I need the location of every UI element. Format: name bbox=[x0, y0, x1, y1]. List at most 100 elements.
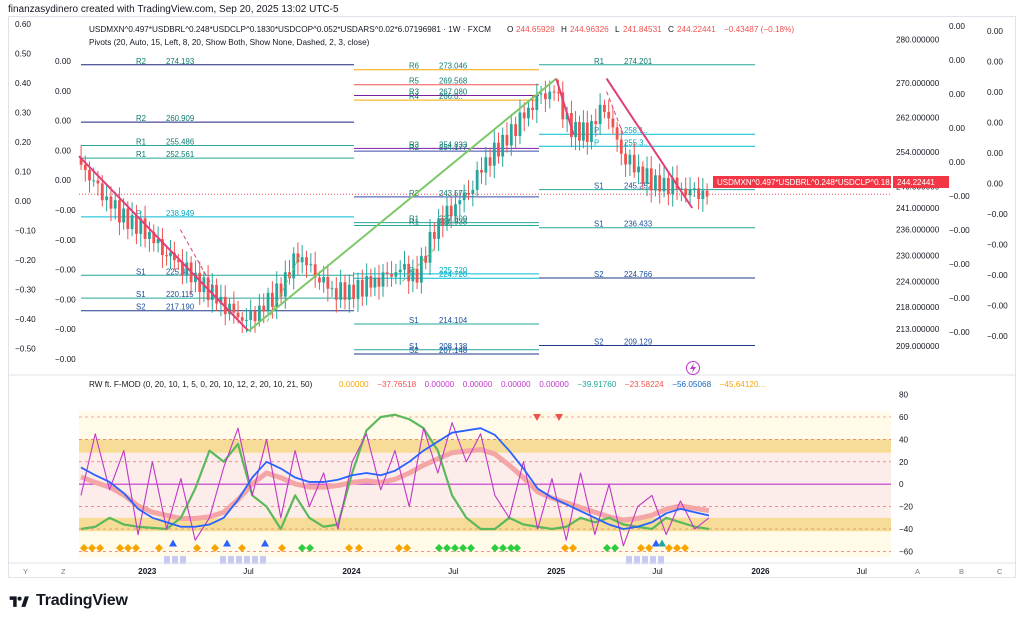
candle-body bbox=[531, 107, 535, 111]
pivot-label: R1 bbox=[409, 215, 419, 224]
candle-body bbox=[632, 154, 636, 173]
pivot-label: S1 bbox=[136, 290, 146, 299]
candle-body bbox=[407, 263, 411, 282]
osc-line-green bbox=[80, 413, 710, 531]
osc-legend[interactable]: RW ft. F-MOD (0, 20, 10, 1, 5, 0, 20, 10… bbox=[89, 380, 313, 389]
candle-body bbox=[143, 218, 147, 239]
price-tag-value: 244.22441 bbox=[897, 178, 935, 187]
osc-diamond bbox=[403, 544, 411, 553]
candle-body bbox=[152, 231, 156, 244]
left-outer-tick: 0.20 bbox=[15, 138, 31, 147]
osc-square bbox=[634, 556, 640, 565]
pivot-value: 207.148 bbox=[439, 346, 467, 355]
right-b-tick: −0.00 bbox=[987, 302, 1008, 311]
candle-body bbox=[365, 276, 369, 297]
right-b-tick: 0.00 bbox=[987, 119, 1003, 128]
candle-body bbox=[300, 257, 304, 263]
corner-z[interactable]: Z bbox=[61, 567, 66, 576]
legend-symbol[interactable]: USDMXN^0.497*USDBRL^0.248*USDCLP^0.1830*… bbox=[89, 25, 491, 34]
pivot-value: 269.568 bbox=[439, 77, 467, 86]
osc-square bbox=[252, 556, 258, 565]
corner-y[interactable]: Y bbox=[23, 567, 28, 576]
osc-diamond bbox=[124, 544, 132, 553]
candle-body bbox=[585, 122, 589, 142]
left-outer-tick: −0.20 bbox=[15, 256, 36, 265]
left-outer-tick: 0.30 bbox=[15, 109, 31, 118]
pivot-label: R1 bbox=[409, 218, 419, 227]
osc-square bbox=[658, 556, 664, 565]
pivot-value: 274.201 bbox=[624, 57, 652, 66]
pivot-value: 225.4.. bbox=[166, 267, 190, 276]
candle-body bbox=[172, 252, 176, 261]
left-inner-tick: −0.00 bbox=[55, 266, 76, 275]
left-inner-tick: 0.00 bbox=[55, 176, 71, 185]
left-outer-tick: 0.10 bbox=[15, 168, 31, 177]
left-inner-tick: −0.00 bbox=[55, 355, 76, 364]
trendline-down2 bbox=[555, 78, 575, 135]
lightning-icon[interactable] bbox=[686, 361, 700, 375]
candle-body bbox=[313, 264, 317, 278]
corner-c[interactable]: C bbox=[997, 567, 1003, 576]
candle-body bbox=[548, 91, 552, 100]
right-b-tick: 0.00 bbox=[987, 180, 1003, 189]
pivot-value: 255.486 bbox=[166, 138, 194, 147]
pivot-value: 238.949 bbox=[166, 209, 194, 218]
osc-legend-value: 0.00000 bbox=[539, 380, 569, 389]
candle-body bbox=[527, 107, 530, 119]
candle-body bbox=[411, 268, 415, 282]
candle-body bbox=[679, 188, 683, 190]
osc-tick: −40 bbox=[899, 525, 913, 534]
candle-body bbox=[161, 239, 164, 256]
chart-svg[interactable]: USDMXN^0.497*USDBRL^0.248*USDCLP^0.1830*… bbox=[9, 17, 1015, 577]
svg-text:L: L bbox=[615, 25, 620, 34]
candle-body bbox=[666, 177, 670, 195]
osc-diamond bbox=[132, 544, 140, 553]
osc-diamond bbox=[238, 544, 246, 553]
pivot-label: R2 bbox=[409, 189, 419, 198]
osc-tick: 80 bbox=[899, 391, 909, 400]
osc-diamond bbox=[665, 544, 673, 553]
osc-tick: −20 bbox=[899, 503, 913, 512]
corner-a[interactable]: A bbox=[915, 567, 920, 576]
candle-body bbox=[326, 277, 330, 289]
legend-pivots[interactable]: Pivots (20, Auto, 15, Left, 8, 20, Show … bbox=[89, 38, 370, 47]
right-a-tick: −0.00 bbox=[949, 328, 970, 337]
main-pane[interactable] bbox=[69, 19, 891, 371]
osc-diamond bbox=[681, 544, 689, 553]
pivot-value: 267.080 bbox=[439, 87, 468, 96]
right-a-tick: 0.00 bbox=[949, 56, 965, 65]
osc-legend-value: −45.64120... bbox=[720, 380, 766, 389]
osc-square bbox=[220, 556, 226, 565]
candle-body bbox=[594, 121, 598, 125]
left-inner-tick: −0.00 bbox=[55, 295, 76, 304]
osc-square bbox=[164, 556, 170, 565]
left-outer-tick: 0.50 bbox=[15, 50, 31, 59]
candle-body bbox=[236, 312, 240, 318]
corner-b[interactable]: B bbox=[959, 567, 964, 576]
osc-diamond bbox=[395, 544, 403, 553]
price-axis: 280.000000 270.000000 262.000000 254.000000… bbox=[896, 36, 940, 351]
chart-panel[interactable]: USDMXN^0.497*USDBRL^0.248*USDCLP^0.1830*… bbox=[8, 16, 1016, 578]
candle-body bbox=[501, 134, 505, 157]
candle-body bbox=[684, 188, 688, 196]
candle-body bbox=[637, 166, 640, 173]
osc-tick: −60 bbox=[899, 547, 913, 556]
candle-body bbox=[662, 177, 666, 192]
osc-triangle bbox=[169, 539, 177, 547]
candle-body bbox=[219, 296, 223, 304]
left-inner-tick: 0.00 bbox=[55, 117, 71, 126]
pivot-value: 245.252 bbox=[624, 182, 652, 191]
pivot-label: P bbox=[594, 138, 599, 147]
osc-square bbox=[642, 556, 648, 565]
candle-body bbox=[552, 91, 556, 93]
svg-text:244.65928: 244.65928 bbox=[516, 25, 555, 34]
osc-tick: 20 bbox=[899, 458, 909, 467]
osc-diamond bbox=[451, 544, 459, 553]
osc-diamond bbox=[499, 544, 507, 553]
time-axis[interactable]: 2023 Jul 2024 Jul 2025 Jul 2026 Jul bbox=[138, 567, 867, 576]
candle-body bbox=[118, 200, 121, 223]
left-axis-outer: 0.60 0.50 0.40 0.30 0.20 0.10 0.00 −0.10 −0.20 −0… bbox=[15, 20, 36, 354]
osc-diamond bbox=[603, 544, 611, 553]
osc-diamond bbox=[637, 544, 645, 553]
right-b-tick: −0.00 bbox=[987, 241, 1008, 250]
